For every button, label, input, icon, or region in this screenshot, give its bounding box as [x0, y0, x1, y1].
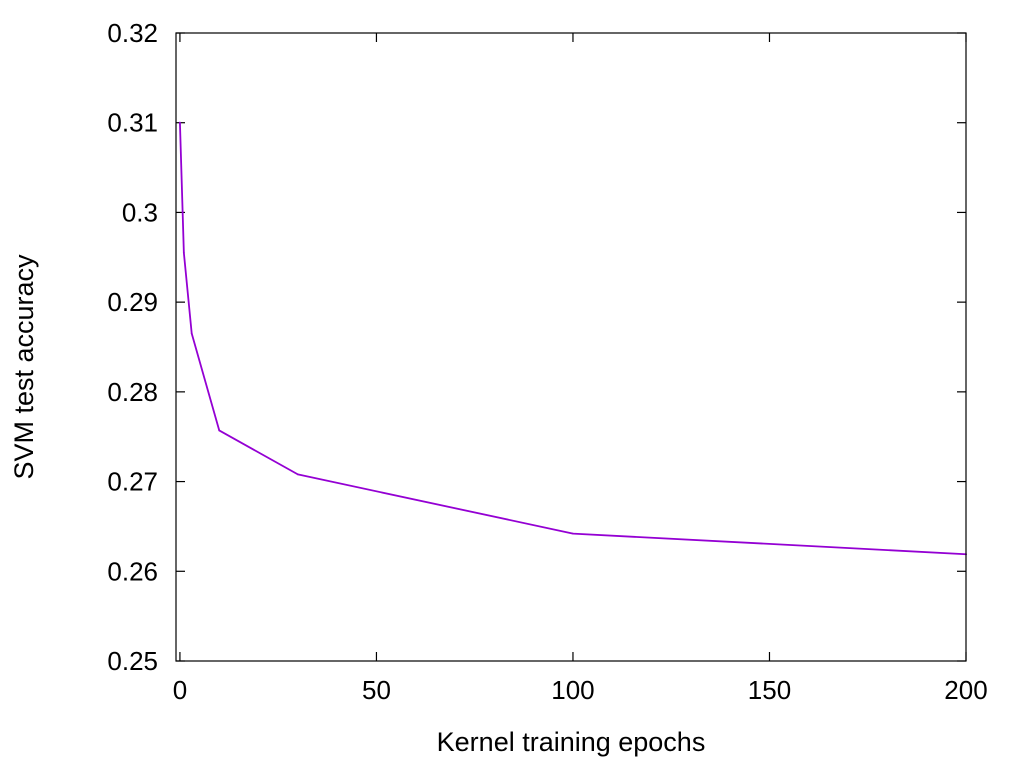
x-tick-label: 100: [551, 675, 594, 705]
data-point: [296, 473, 299, 476]
y-tick-label: 0.26: [107, 556, 158, 586]
y-tick-label: 0.29: [107, 287, 158, 317]
data-point: [190, 332, 193, 335]
data-point: [179, 121, 181, 124]
tick-labels: 0 50 100 150 200 0.25 0.26 0.27 0.28 0.29 0.3 0.31 0…: [107, 18, 987, 705]
x-tick-label: 150: [748, 675, 791, 705]
x-tick-label: 50: [362, 675, 391, 705]
plot-frame: [175, 32, 967, 662]
data-point: [182, 251, 185, 254]
x-tick-label: 0: [173, 675, 187, 705]
y-tick-label: 0.3: [122, 197, 158, 227]
y-tick-label: 0.28: [107, 377, 158, 407]
y-tick-label: 0.32: [107, 18, 158, 48]
y-tick-label: 0.27: [107, 467, 158, 497]
data-point: [218, 429, 221, 432]
x-axis-title: Kernel training epochs: [437, 727, 706, 757]
y-tick-label: 0.25: [107, 646, 158, 676]
data-point: [572, 532, 574, 535]
x-tick-label: 200: [944, 675, 987, 705]
y-axis-title: SVM test accuracy: [9, 254, 39, 480]
y-tick-label: 0.31: [107, 108, 158, 138]
